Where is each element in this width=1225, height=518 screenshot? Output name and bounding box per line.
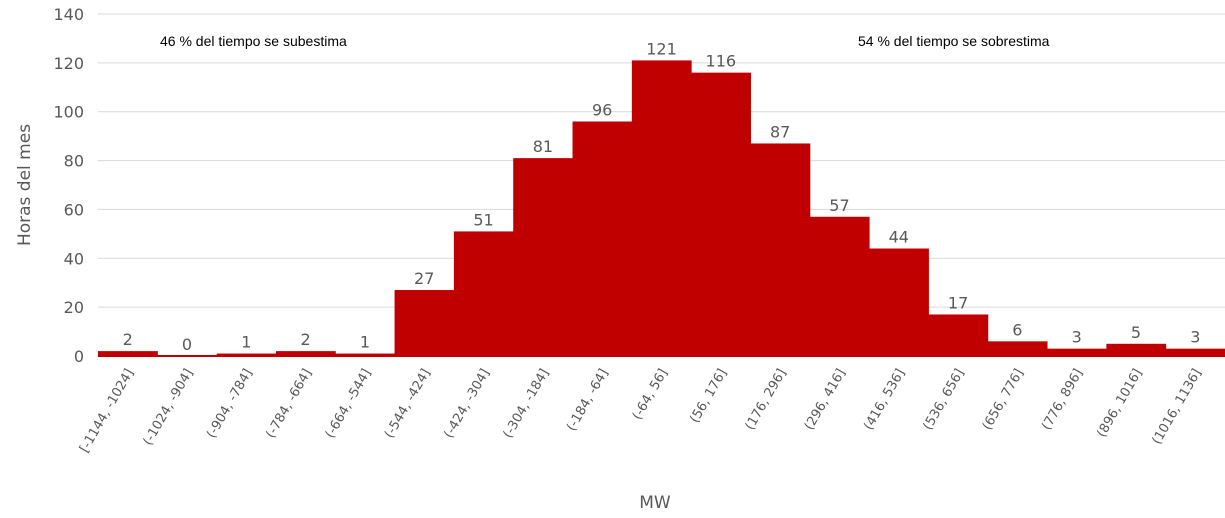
y-axis-ticks: 0 20 40 60 80 100 120 140 — [53, 5, 84, 366]
bar — [1106, 343, 1167, 356]
y-tick-label: 80 — [64, 152, 84, 171]
data-label: 3 — [1072, 328, 1082, 347]
y-tick-label: 0 — [74, 347, 84, 366]
data-label: 0 — [182, 335, 192, 354]
bar — [335, 353, 396, 356]
x-tick-label: (656, 776] — [980, 367, 1027, 433]
y-tick-label: 120 — [53, 54, 84, 73]
data-label: 121 — [646, 39, 677, 58]
x-tick-label: (896, 1016] — [1094, 367, 1145, 441]
x-tick-label: (-544, -424] — [382, 367, 434, 442]
bar — [987, 341, 1048, 356]
data-label: 57 — [829, 196, 849, 215]
y-tick-label: 20 — [64, 298, 84, 317]
x-tick-label: (56, 176] — [687, 367, 730, 426]
data-label: 2 — [123, 330, 133, 349]
bar — [453, 231, 514, 356]
x-tick-label: (416, 536] — [861, 367, 908, 433]
data-label: 1 — [241, 333, 251, 352]
bar — [572, 121, 633, 356]
bar — [750, 143, 811, 356]
x-axis-title: MW — [639, 493, 671, 513]
y-tick-label: 100 — [53, 103, 84, 122]
x-axis-ticks: [-1144, -1024] (-1024, -904] (-904, -784](… — [77, 367, 1205, 456]
data-label: 96 — [592, 100, 612, 119]
data-label: 1 — [360, 333, 370, 352]
x-tick-label: (536, 656] — [921, 367, 968, 433]
data-label: 3 — [1190, 328, 1200, 347]
data-label: 44 — [889, 228, 909, 247]
data-label: 51 — [473, 210, 493, 229]
x-tick-label: (-1024, -904] — [141, 367, 197, 449]
data-label: 116 — [706, 52, 737, 71]
y-tick-label: 60 — [64, 200, 84, 219]
x-tick-label: (-184, -64] — [564, 367, 612, 434]
bar — [691, 72, 751, 356]
x-tick-label: [-1144, -1024] — [77, 367, 137, 456]
y-axis-title: Horas del mes — [15, 124, 35, 246]
annotation-overestimate: 54 % del tiempo se sobrestima — [858, 33, 1050, 49]
data-label: 81 — [533, 137, 553, 156]
x-tick-label: (-64, 56] — [630, 367, 671, 423]
bar — [1165, 348, 1225, 356]
data-label: 27 — [414, 269, 434, 288]
x-tick-label: (-304, -184] — [501, 367, 553, 442]
bar — [216, 353, 277, 356]
bar — [928, 314, 989, 356]
x-tick-label: (-904, -784] — [204, 367, 256, 442]
bar — [513, 158, 574, 356]
data-label: 17 — [948, 293, 968, 312]
x-tick-label: (176, 296] — [743, 367, 790, 433]
bars — [98, 60, 1225, 357]
bar — [631, 60, 692, 357]
x-tick-label: (776, 896] — [1039, 367, 1086, 433]
x-tick-label: (296, 416] — [802, 367, 849, 433]
bar — [1047, 348, 1107, 356]
bar — [809, 216, 870, 356]
y-tick-label: 140 — [53, 5, 84, 24]
x-tick-label: (-784, -664] — [263, 367, 315, 442]
bar — [869, 248, 929, 356]
y-tick-label: 40 — [64, 249, 84, 268]
x-tick-label: (1016, 1136] — [1150, 367, 1205, 448]
annotation-underestimate: 46 % del tiempo se subestima — [160, 33, 347, 49]
bar — [275, 351, 336, 356]
data-label: 6 — [1012, 320, 1022, 339]
x-tick-label: (-664, -544] — [323, 367, 375, 442]
bar — [98, 351, 158, 356]
bar — [394, 290, 455, 356]
data-label: 87 — [770, 122, 790, 141]
data-label: 2 — [301, 330, 311, 349]
x-tick-label: (-424, -304] — [441, 367, 493, 442]
data-label: 5 — [1131, 323, 1141, 342]
